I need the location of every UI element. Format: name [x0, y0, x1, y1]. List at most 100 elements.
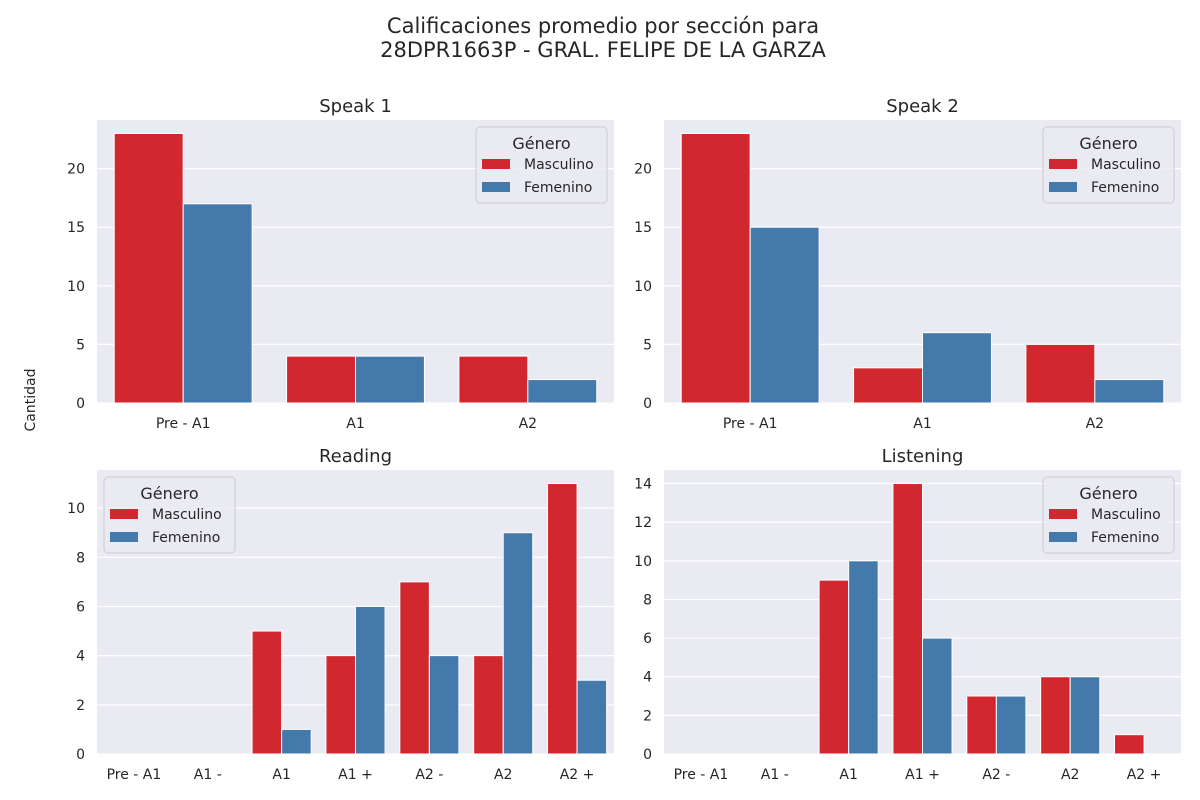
bar-masculino-2	[1025, 343, 1096, 404]
bar-masculino-2	[818, 579, 850, 755]
x-tick-label: A1	[913, 416, 931, 432]
x-tick-label: A2	[519, 416, 537, 432]
x-tick-label: A1 -	[194, 767, 222, 783]
bar-femenino-0	[182, 203, 253, 404]
bar-femenino-3	[355, 605, 386, 755]
x-tick-label: A1 +	[338, 767, 373, 783]
bar-masculino-4	[399, 581, 430, 755]
bar-femenino-1	[355, 355, 425, 404]
legend-label-masculino: Masculino	[1091, 157, 1161, 173]
x-tick-label: A1	[346, 416, 364, 432]
x-tick-label: A2 +	[560, 767, 595, 783]
bar-masculino-4	[966, 695, 997, 755]
legend-label-masculino: Masculino	[524, 157, 594, 173]
y-tick-label: 4	[76, 649, 85, 665]
x-tick-label: Pre - A1	[156, 416, 211, 432]
bar-masculino-6	[547, 483, 578, 755]
y-tick-label: 5	[643, 337, 652, 353]
bar-femenino-0	[749, 226, 820, 404]
y-tick-label: 4	[643, 670, 652, 686]
bar-femenino-4	[428, 655, 460, 755]
bar-masculino-1	[853, 367, 923, 404]
figure-title-line1: Calificaciones promedio por sección para	[386, 14, 820, 38]
legend-swatch-femenino	[1049, 532, 1077, 542]
chart-panel-0: 0 5 10 15 20 Pre - A1 A1 A2 Speak 1 Género Masculi…	[67, 96, 614, 432]
legend-label-femenino: Femenino	[524, 180, 592, 196]
y-tick-label: 6	[76, 599, 85, 615]
legend-title: Género	[1079, 134, 1137, 153]
x-tick-label: Pre - A1	[723, 416, 778, 432]
x-tick-label: A2 +	[1127, 767, 1162, 783]
y-tick-label: 0	[76, 396, 85, 412]
legend-label-femenino: Femenino	[152, 530, 220, 546]
y-tick-label: 8	[76, 550, 85, 566]
legend-swatch-masculino	[482, 159, 510, 169]
chart-panel-1: 0 5 10 15 20 Pre - A1 A1 A2 Speak 2 Género Masculi…	[634, 96, 1181, 432]
y-tick-label: 10	[634, 279, 652, 295]
legend-swatch-masculino	[1049, 509, 1077, 519]
x-tick-label: A1 +	[905, 767, 940, 783]
bar-femenino-5	[1069, 676, 1101, 755]
y-tick-label: 12	[634, 515, 652, 531]
y-tick-label: 0	[76, 747, 85, 763]
bar-femenino-4	[995, 695, 1027, 755]
legend-label-masculino: Masculino	[1091, 507, 1161, 523]
x-tick-label: A1	[272, 767, 290, 783]
legend-swatch-femenino	[110, 532, 138, 542]
bar-masculino-2	[458, 355, 529, 404]
figure-title: Calificaciones promedio por sección para…	[0, 14, 1200, 62]
legend: Género Masculino Femenino	[103, 476, 236, 554]
bar-femenino-3	[922, 637, 953, 755]
x-tick-label: A2 -	[982, 767, 1010, 783]
x-tick-label: A1 -	[761, 767, 789, 783]
legend: Género Masculino Femenino	[1042, 476, 1175, 554]
y-tick-label: 2	[643, 708, 652, 724]
bar-masculino-0	[113, 132, 184, 404]
y-tick-label: 0	[643, 747, 652, 763]
bar-masculino-6	[1114, 734, 1145, 755]
legend: Género Masculino Femenino	[1042, 126, 1175, 204]
figure-title-line2: 28DPR1663P - GRAL. FELIPE DE LA GARZA	[380, 38, 826, 62]
bar-masculino-5	[1040, 676, 1071, 755]
bar-masculino-5	[473, 655, 504, 755]
x-tick-label: Pre - A1	[107, 767, 162, 783]
legend: Género Masculino Femenino	[475, 126, 608, 204]
legend-swatch-masculino	[110, 509, 138, 519]
y-tick-label: 8	[643, 592, 652, 608]
y-tick-label: 15	[67, 220, 85, 236]
bar-masculino-1	[286, 355, 357, 404]
bar-femenino-2	[527, 379, 598, 404]
y-tick-label: 0	[643, 396, 652, 412]
x-tick-label: A2	[494, 767, 512, 783]
x-tick-label: A1	[839, 767, 857, 783]
chart-panel-3: 0 2 4 6 8 10 12 14 Pre - A1 A1 - A1 A1 + A2 - A2 A2 + L…	[634, 446, 1181, 783]
y-tick-label: 10	[67, 501, 85, 517]
legend-label-femenino: Femenino	[1091, 180, 1159, 196]
legend-label-femenino: Femenino	[1091, 530, 1159, 546]
bar-femenino-5	[502, 532, 534, 755]
bar-femenino-6	[576, 679, 608, 755]
y-tick-label: 15	[634, 220, 652, 236]
legend-label-masculino: Masculino	[152, 507, 222, 523]
x-tick-label: Pre - A1	[674, 767, 729, 783]
y-tick-label: 14	[634, 477, 652, 493]
y-tick-label: 10	[67, 279, 85, 295]
y-tick-label: 20	[67, 162, 85, 178]
panel-title: Listening	[882, 446, 964, 467]
panel-title: Speak 2	[886, 96, 959, 117]
x-tick-label: A2	[1086, 416, 1104, 432]
bar-masculino-0	[680, 132, 751, 404]
legend-swatch-femenino	[1049, 182, 1077, 192]
y-tick-label: 10	[634, 554, 652, 570]
chart-panel-2: 0 2 4 6 8 10 Pre - A1 A1 - A1 A1 + A2 - A2 A2 + Readi…	[67, 446, 614, 783]
bar-femenino-2	[848, 560, 879, 755]
legend-title: Género	[1079, 484, 1137, 503]
panel-title: Reading	[319, 446, 392, 467]
panel-title: Speak 1	[319, 96, 392, 117]
legend-title: Género	[512, 134, 570, 153]
x-tick-label: A2 -	[415, 767, 443, 783]
bar-masculino-2	[251, 630, 283, 755]
bar-femenino-2	[1094, 379, 1165, 404]
x-tick-label: A2	[1061, 767, 1079, 783]
y-tick-label: 20	[634, 162, 652, 178]
